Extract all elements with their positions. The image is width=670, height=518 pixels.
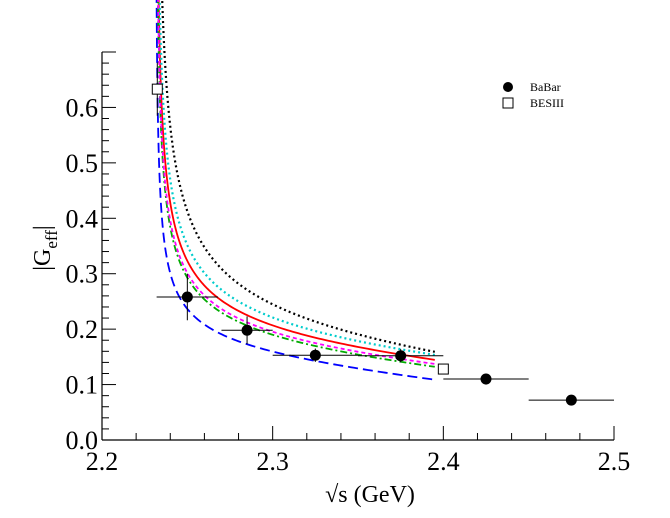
babar-point: [181, 291, 193, 303]
y-axis-title-end: |: [30, 225, 56, 230]
legend-marker-besiii: [502, 97, 514, 109]
model-curve-2: [156, 0, 435, 368]
besiii-point: [151, 83, 163, 95]
model-curve-5: [161, 0, 436, 353]
x-axis-title: √s (GeV): [325, 482, 415, 508]
besiii-point: [437, 363, 449, 375]
babar-point: [565, 394, 577, 406]
y-axis-title: |Geff|: [30, 225, 61, 271]
x-tick-label: 2.3: [256, 447, 289, 476]
y-axis-title-sub: eff: [42, 230, 61, 249]
data-markers: [151, 83, 577, 406]
babar-point: [241, 324, 253, 336]
ticks: [101, 51, 615, 441]
legend: BaBar BESIII: [502, 80, 564, 110]
y-tick-label: 0.6: [66, 93, 99, 122]
y-tick-label: 0.2: [66, 315, 99, 344]
y-axis-title-base: |G: [30, 249, 56, 271]
model-curves: [155, 0, 436, 381]
x-tick-label: 2.5: [598, 447, 631, 476]
x-tick-label: 2.4: [427, 447, 460, 476]
x-tick-label: 2.2: [86, 447, 119, 476]
y-tick-label: 0.5: [66, 149, 99, 178]
legend-label: BESIII: [530, 96, 564, 110]
model-curve-3: [157, 0, 435, 365]
tick-labels: 2.2 2.3 2.4 2.5 0.0 0.1 0.2 0.3 0.4 0.5 0.6: [66, 93, 631, 476]
y-tick-label: 0.4: [66, 204, 99, 233]
model-curve-1: [155, 0, 435, 381]
legend-marker-babar: [503, 82, 513, 92]
babar-point: [480, 373, 492, 385]
y-tick-label: 0.0: [66, 426, 99, 455]
babar-point: [309, 349, 321, 361]
axes: [101, 52, 614, 441]
y-tick-label: 0.3: [66, 260, 99, 289]
model-curve-4: [158, 0, 435, 357]
model-curve-0: [157, 0, 435, 361]
y-tick-label: 0.1: [66, 371, 99, 400]
babar-point: [395, 350, 407, 362]
legend-label: BaBar: [530, 80, 561, 94]
